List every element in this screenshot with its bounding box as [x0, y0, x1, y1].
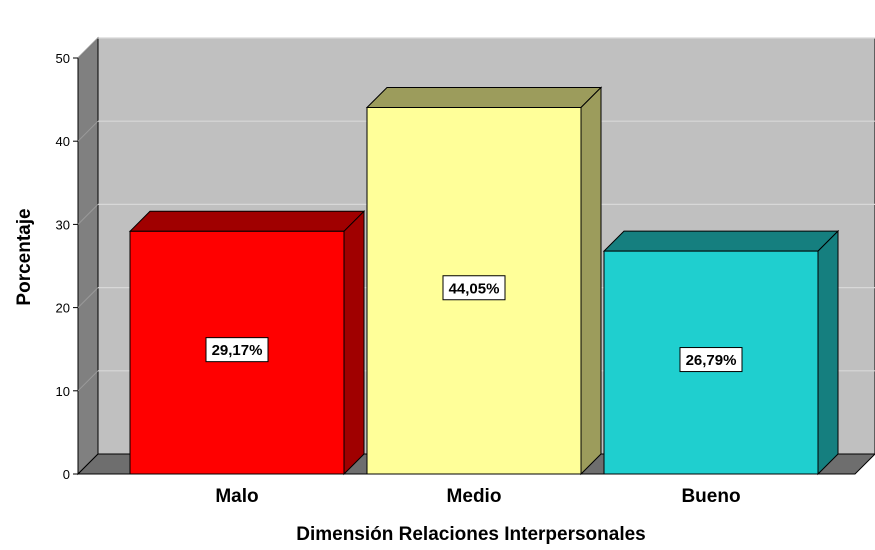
bar-side	[580, 86, 602, 476]
y-tick-label: 0	[63, 467, 70, 482]
side-wall	[77, 36, 99, 476]
bar-top	[602, 230, 840, 252]
bar-medio: 44,05%	[365, 86, 603, 476]
bar-side	[343, 210, 365, 476]
y-tick-label: 10	[56, 384, 70, 399]
data-label-box	[679, 347, 743, 373]
y-tick-label: 30	[56, 217, 70, 232]
data-label: 44,05%	[449, 280, 500, 297]
y-tick-label: 50	[56, 51, 70, 66]
bars: 29,17% 44,05% 26,79%	[128, 86, 840, 476]
data-label: 26,79%	[686, 352, 737, 369]
category-label: Medio	[447, 486, 502, 507]
gridline-side	[77, 37, 99, 59]
y-axis-ticks: 0 10 20 30 40 50	[56, 51, 78, 482]
gridline-side	[77, 370, 99, 392]
y-tick-label: 20	[56, 301, 70, 316]
gridline-side	[77, 120, 99, 142]
y-axis-title: Porcentaje	[14, 208, 35, 305]
bar-malo: 29,17%	[128, 210, 366, 476]
bar-bueno: 26,79%	[602, 229, 840, 476]
bar-side	[817, 229, 839, 476]
gridline-side	[77, 287, 99, 308]
bar-top	[128, 210, 366, 232]
bar-top	[365, 87, 603, 109]
data-label-box	[205, 337, 269, 363]
x-axis-title: Dimensión Relaciones Interpersonales	[296, 524, 646, 545]
y-tick-label: 40	[56, 134, 70, 149]
data-label-box	[442, 275, 506, 301]
data-label: 29,17%	[212, 342, 263, 359]
gridline-side	[77, 204, 99, 225]
x-axis-categories: Malo Medio Bueno	[215, 486, 740, 507]
category-label: Malo	[215, 486, 258, 507]
category-label: Bueno	[681, 486, 740, 507]
